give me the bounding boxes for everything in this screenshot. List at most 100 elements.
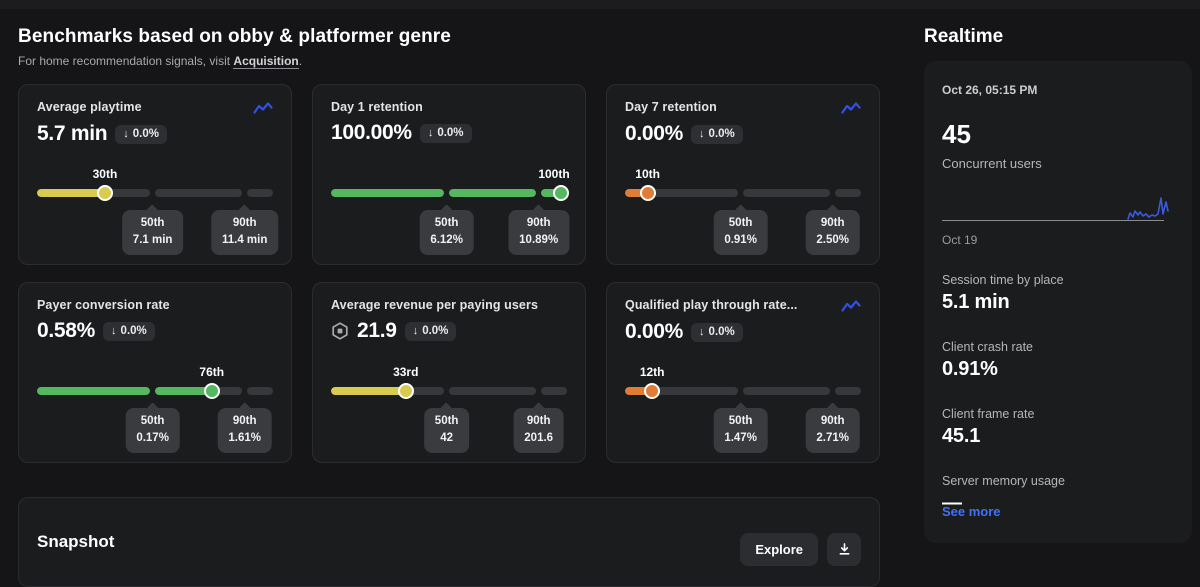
stat-value: 5.1 min — [942, 291, 1010, 313]
metric-grid: Average playtime 5.7 min ↓ 0.0% 30th 50th… — [18, 84, 898, 463]
trend-chart-icon[interactable] — [841, 299, 861, 313]
bar-segment — [331, 189, 445, 197]
p50-value: 1.47% — [724, 432, 757, 445]
download-icon — [837, 542, 852, 557]
percentile-label: 76th — [199, 365, 225, 379]
stat-label: Session time by place — [942, 273, 1064, 287]
metric-card-arppu: Average revenue per paying users 21.9 ↓ 0… — [312, 282, 586, 463]
chart-start-date: Oct 19 — [942, 233, 978, 247]
p90-tooltip: 90th 11.4 min — [210, 210, 279, 255]
p90-label: 90th — [232, 415, 257, 427]
p90-tooltip: 90th 10.89% — [508, 210, 570, 255]
concurrent-users-sparkline — [942, 189, 1174, 225]
bar-segment — [155, 387, 243, 395]
snapshot-actions: Explore — [740, 532, 861, 566]
explore-button[interactable]: Explore — [740, 532, 818, 566]
p50-value: 0.91% — [724, 234, 757, 247]
bar-segment — [37, 387, 151, 395]
metric-value: 21.9 — [357, 319, 397, 342]
down-arrow-icon: ↓ — [427, 126, 434, 139]
realtime-timestamp: Oct 26, 05:15 PM — [942, 83, 1038, 97]
p90-value: 11.4 min — [221, 234, 268, 247]
percentile-dot — [397, 383, 414, 399]
metric-card-day1-retention: Day 1 retention 100.00% ↓ 0.0% 100th 50th… — [312, 84, 586, 265]
p90-value: 201.6 — [524, 432, 554, 445]
percentile-bar — [625, 383, 861, 399]
subtitle-text: For home recommendation signals, visit — [18, 54, 234, 68]
percentile-dot — [644, 383, 661, 399]
delta-value: 0.0% — [422, 324, 449, 337]
realtime-panel: Realtime Oct 26, 05:15 PM 45 Concurrent … — [924, 9, 1192, 587]
bar-segment — [835, 387, 861, 395]
percentile-bar — [331, 383, 567, 399]
concurrent-users-label: Concurrent users — [942, 156, 1042, 171]
p90-label: 90th — [526, 415, 551, 427]
bar-fill — [155, 387, 212, 395]
bar-fill — [37, 189, 105, 197]
metric-title: Payer conversion rate — [37, 298, 170, 312]
percentile-bar — [37, 185, 273, 201]
bar-segment — [743, 189, 831, 197]
window-top-strip — [0, 0, 1200, 9]
metric-value: 0.00% — [625, 122, 684, 145]
percentile-label: 12th — [639, 365, 665, 379]
p50-tooltip: 50th 0.17% — [125, 408, 180, 453]
p50-label: 50th — [728, 415, 753, 427]
p50-tooltip: 50th 0.91% — [713, 210, 768, 255]
stat-session-time: Session time by place 5.1 min — [942, 273, 1174, 314]
snapshot-title: Snapshot — [37, 532, 115, 551]
bar-fill — [37, 387, 151, 395]
p90-value: 2.50% — [816, 234, 849, 247]
subtitle-period: . — [298, 54, 303, 68]
percentile-label: 10th — [635, 167, 660, 181]
p50-value: 42 — [440, 432, 454, 445]
stat-value: 45.1 — [942, 425, 981, 447]
p50-tooltip: 50th 42 — [423, 408, 470, 453]
percentile-label: 30th — [92, 167, 118, 181]
download-button[interactable] — [827, 532, 861, 566]
p90-tooltip: 90th 201.6 — [513, 408, 565, 453]
p50-tooltip: 50th 7.1 min — [121, 210, 184, 255]
p90-tooltip: 90th 2.50% — [805, 210, 860, 255]
percentile-bar-area: 76th 50th 0.17% 90th 1.61% — [37, 365, 273, 453]
p90-label: 90th — [820, 415, 845, 427]
percentile-dot — [553, 185, 570, 201]
trend-chart-icon[interactable] — [253, 101, 273, 115]
metric-card-payer-conversion: Payer conversion rate 0.58% ↓ 0.0% 76th 5… — [18, 282, 292, 463]
delta-badge: ↓ 0.0% — [404, 321, 457, 341]
bar-fill — [625, 387, 653, 395]
delta-badge: ↓ 0.0% — [419, 123, 472, 143]
down-arrow-icon: ↓ — [123, 127, 129, 140]
percentile-bar-area: 30th 50th 7.1 min 90th 11.4 min — [37, 167, 279, 255]
percentile-label: 33rd — [393, 365, 419, 379]
metric-title: Qualified play through rate... — [625, 298, 798, 312]
percentile-bar-area: 33rd 50th 42 90th 201.6 — [331, 365, 567, 453]
percentile-dot — [639, 185, 656, 201]
delta-badge: ↓ 0.0% — [691, 124, 743, 144]
bar-segment — [247, 189, 273, 197]
see-more-link[interactable]: See more — [942, 504, 1001, 519]
bar-segment — [331, 387, 445, 395]
down-arrow-icon: ↓ — [412, 324, 419, 337]
stat-crash-rate: Client crash rate 0.91% — [942, 340, 1174, 381]
delta-value: 0.0% — [132, 127, 159, 140]
delta-value: 0.0% — [437, 126, 464, 139]
down-arrow-icon: ↓ — [111, 324, 117, 337]
bar-segment — [247, 387, 273, 395]
trend-chart-icon[interactable] — [841, 101, 861, 115]
acquisition-link[interactable]: Acquisition — [233, 54, 299, 69]
p50-value: 0.17% — [136, 432, 169, 445]
page-title: Benchmarks based on obby & platformer ge… — [18, 26, 451, 47]
bar-segment — [37, 189, 151, 197]
delta-value: 0.0% — [708, 325, 735, 338]
p50-tooltip: 50th 1.47% — [713, 408, 768, 453]
bar-fill — [331, 387, 406, 395]
bar-fill — [449, 189, 537, 197]
metric-value: 0.58% — [37, 319, 96, 342]
p90-tooltip: 90th 1.61% — [217, 408, 272, 453]
bar-segment — [541, 387, 567, 395]
bar-segment — [835, 189, 861, 197]
p50-value: 7.1 min — [132, 234, 173, 247]
percentile-dot — [96, 185, 113, 201]
stat-label: Server memory usage — [942, 474, 1065, 488]
